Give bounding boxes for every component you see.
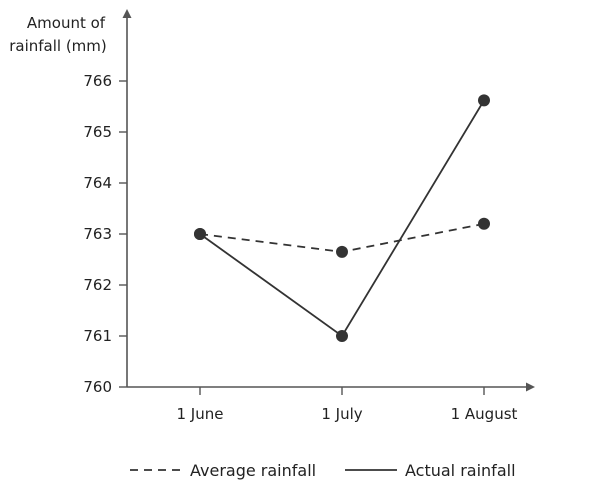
y-ticks: 760 761 762 763 764 765 766: [83, 72, 127, 396]
legend-label-average: Average rainfall: [190, 461, 316, 480]
y-tick-label: 766: [83, 72, 112, 90]
data-point-actual: [478, 94, 490, 107]
x-ticks: 1 June 1 July 1 August: [177, 387, 518, 423]
y-axis-label-line-1: Amount of: [27, 14, 106, 32]
x-tick-label: 1 July: [321, 405, 362, 423]
x-axis-arrow: [526, 382, 535, 392]
x-tick-label: 1 August: [451, 405, 518, 423]
y-axis-arrow: [122, 9, 132, 18]
x-tick-label: 1 June: [177, 405, 224, 423]
y-tick-label: 764: [83, 174, 112, 192]
data-point-average: [336, 245, 348, 258]
y-tick-label: 765: [83, 123, 112, 141]
y-tick-label: 762: [83, 276, 112, 294]
data-point-average: [478, 217, 490, 230]
data-point-actual: [336, 330, 348, 342]
legend: Average rainfall Actual rainfall: [130, 461, 516, 480]
y-tick-label: 763: [83, 225, 112, 243]
y-axis-label-line-2: rainfall (mm): [9, 37, 107, 55]
series-layer: [194, 94, 490, 342]
y-tick-label: 761: [83, 327, 112, 345]
series-line-actual: [199, 99, 485, 338]
y-tick-label: 760: [83, 378, 112, 396]
data-point-actual: [194, 228, 206, 240]
legend-label-actual: Actual rainfall: [405, 461, 516, 480]
